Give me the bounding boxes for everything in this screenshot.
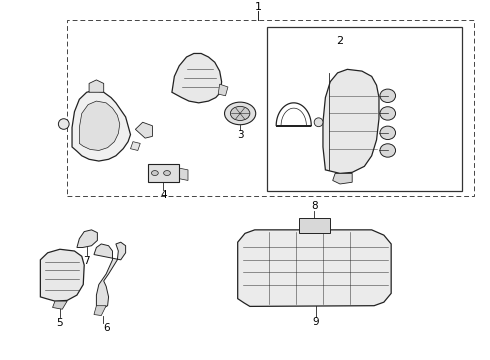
Polygon shape — [52, 301, 67, 309]
Polygon shape — [135, 122, 152, 138]
Polygon shape — [323, 69, 379, 174]
Text: 4: 4 — [160, 190, 167, 200]
Polygon shape — [89, 80, 104, 92]
Polygon shape — [72, 90, 130, 161]
Polygon shape — [179, 168, 188, 180]
Text: 5: 5 — [56, 318, 63, 328]
Polygon shape — [40, 249, 84, 301]
Polygon shape — [94, 306, 106, 316]
Polygon shape — [130, 141, 140, 150]
Polygon shape — [218, 84, 228, 96]
Circle shape — [224, 102, 256, 125]
Polygon shape — [333, 174, 352, 184]
Bar — [147, 164, 179, 182]
Polygon shape — [94, 242, 125, 309]
Bar — [267, 27, 462, 191]
Circle shape — [151, 171, 158, 176]
Text: 8: 8 — [311, 201, 318, 211]
Polygon shape — [238, 230, 391, 306]
Ellipse shape — [58, 119, 69, 129]
Polygon shape — [172, 53, 221, 103]
Polygon shape — [77, 230, 98, 247]
Text: 2: 2 — [337, 36, 343, 46]
Ellipse shape — [380, 89, 395, 103]
Ellipse shape — [314, 118, 323, 127]
Bar — [298, 217, 330, 233]
Circle shape — [230, 106, 250, 121]
Text: 7: 7 — [83, 256, 90, 266]
Text: 9: 9 — [312, 317, 319, 327]
Text: 1: 1 — [255, 1, 262, 12]
Circle shape — [164, 171, 171, 176]
Text: 6: 6 — [103, 323, 109, 333]
Text: 3: 3 — [237, 130, 244, 140]
Ellipse shape — [380, 107, 395, 120]
Polygon shape — [79, 101, 120, 150]
Bar — [67, 20, 474, 196]
Ellipse shape — [380, 144, 395, 157]
Ellipse shape — [380, 126, 395, 140]
